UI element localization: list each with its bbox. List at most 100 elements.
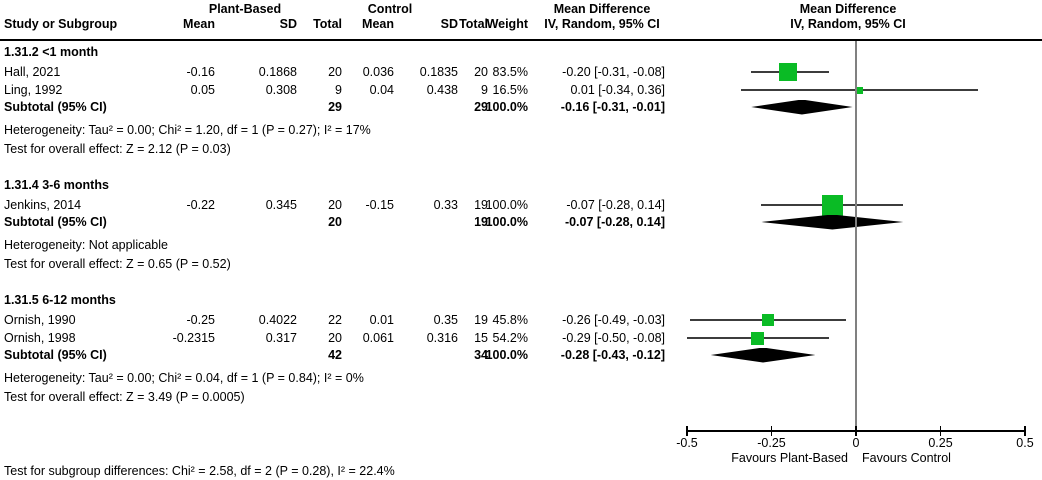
sd2-cell: 0.316 (426, 331, 458, 345)
total2-cell: 19 (474, 313, 488, 327)
total1-cell: 42 (328, 348, 342, 362)
md-header-text-col: Mean Difference (553, 2, 651, 16)
subgroup-label: 1.31.5 6-12 months (4, 293, 116, 307)
zero-line (855, 41, 857, 430)
weight-cell: 54.2% (492, 331, 528, 345)
subtotal-diamond (761, 214, 904, 230)
weight-cell: 100.0% (485, 100, 528, 114)
total2-cell: 20 (474, 65, 488, 79)
overall-effect-text: Test for overall effect: Z = 2.12 (P = 0… (4, 142, 231, 156)
subgroup-label-row: 1.31.5 6-12 months (0, 293, 684, 307)
axis-tick-label: -0.25 (757, 436, 786, 450)
mean1-cell: -0.25 (186, 313, 216, 327)
total1-cell: 20 (328, 65, 342, 79)
col-sd-1: SD (279, 17, 297, 31)
axis-tick-label: 0 (852, 436, 860, 450)
total2-cell: 29 (474, 100, 488, 114)
subtotal-diamond (751, 99, 853, 115)
total1-cell: 20 (328, 215, 342, 229)
overall-effect-text: Test for overall effect: Z = 3.49 (P = 0… (4, 390, 245, 404)
study-name: Ornish, 1990 (4, 313, 76, 327)
weight-cell: 100.0% (485, 198, 528, 212)
ci-cell: -0.07 [-0.28, 0.14] (564, 215, 665, 229)
axis-tick (939, 425, 942, 436)
sd2-cell: 0.35 (433, 313, 458, 327)
sd1-cell: 0.345 (265, 198, 297, 212)
effect-marker (779, 63, 798, 81)
total1-cell: 22 (328, 313, 342, 327)
mean2-cell: -0.15 (365, 198, 395, 212)
sd2-cell: 0.33 (433, 198, 458, 212)
subgroup-label-row: 1.31.4 3-6 months (0, 178, 684, 192)
md-header-plot-col: Mean Difference (799, 2, 897, 16)
sd2-cell: 0.1835 (419, 65, 458, 79)
col-weight: Weight (486, 17, 528, 31)
overall-effect-row: Test for overall effect: Z = 2.12 (P = 0… (0, 142, 684, 156)
ci-cell: -0.16 [-0.31, -0.01] (560, 100, 665, 114)
overall-effect-row: Test for overall effect: Z = 3.49 (P = 0… (0, 390, 684, 404)
group1-header: Plant-Based (208, 2, 282, 16)
weight-cell: 16.5% (492, 83, 528, 97)
study-name: Subtotal (95% CI) (4, 100, 107, 114)
weight-cell: 83.5% (492, 65, 528, 79)
col-mean-1: Mean (183, 17, 215, 31)
effect-marker (762, 314, 775, 326)
mean2-cell: 0.01 (369, 313, 394, 327)
axis-tick (770, 425, 773, 436)
mean1-cell: -0.2315 (172, 331, 215, 345)
total1-cell: 29 (328, 100, 342, 114)
axis-tick (1024, 425, 1026, 436)
total2-cell: 34 (474, 348, 488, 362)
col-sd-2: SD (440, 17, 458, 31)
heterogeneity-text: Heterogeneity: Tau² = 0.00; Chi² = 0.04,… (4, 371, 364, 385)
col-total-1: Total (313, 17, 342, 31)
subgroup-difference-test: Test for subgroup differences: Chi² = 2.… (4, 464, 395, 478)
subtotal-diamond (710, 347, 816, 363)
col-ci-plot: IV, Random, 95% CI (790, 17, 906, 31)
study-name: Ling, 1992 (4, 83, 63, 97)
heterogeneity-row: Heterogeneity: Not applicable (0, 238, 684, 252)
subgroup-label: 1.31.4 3-6 months (4, 178, 109, 192)
ci-cell: -0.28 [-0.43, -0.12] (560, 348, 665, 362)
subtotal-row: Subtotal (95% CI) 42 34 100.0% -0.28 [-0.43,… (0, 348, 684, 362)
study-name: Hall, 2021 (4, 65, 61, 79)
favours-right-label: Favours Control (862, 451, 951, 465)
mean2-cell: 0.036 (362, 65, 394, 79)
study-row: Hall, 2021 -0.16 0.1868 20 0.036 0.1835 20 83.5… (0, 65, 684, 79)
col-study: Study or Subgroup (4, 17, 118, 31)
axis-tick-label: -0.5 (676, 436, 698, 450)
axis-tick-label: 0.25 (928, 436, 953, 450)
weight-cell: 45.8% (492, 313, 528, 327)
sd1-cell: 0.4022 (258, 313, 297, 327)
sd1-cell: 0.308 (265, 83, 297, 97)
subtotal-row: Subtotal (95% CI) 29 29 100.0% -0.16 [-0.31,… (0, 100, 684, 114)
subgroup-label-row: 1.31.2 <1 month (0, 45, 684, 59)
study-row: Jenkins, 2014 -0.22 0.345 20 -0.15 0.33 19 100.… (0, 198, 684, 212)
effect-marker (855, 86, 863, 94)
mean1-cell: -0.16 (186, 65, 216, 79)
total2-cell: 9 (481, 83, 488, 97)
study-name: Subtotal (95% CI) (4, 348, 107, 362)
study-row: Ornish, 1998 -0.2315 0.317 20 0.061 0.316 15 54… (0, 331, 684, 345)
sd1-cell: 0.317 (265, 331, 297, 345)
heterogeneity-text: Heterogeneity: Tau² = 0.00; Chi² = 1.20,… (4, 123, 371, 137)
sd2-cell: 0.438 (426, 83, 458, 97)
col-total-2: Total (459, 17, 488, 31)
axis-tick (855, 425, 857, 436)
favours-left-label: Favours Plant-Based (731, 451, 848, 465)
heterogeneity-text: Heterogeneity: Not applicable (4, 238, 168, 252)
ci-cell: -0.29 [-0.50, -0.08] (562, 331, 665, 345)
mean2-cell: 0.04 (369, 83, 394, 97)
col-mean-2: Mean (362, 17, 394, 31)
total1-cell: 20 (328, 331, 342, 345)
study-name: Subtotal (95% CI) (4, 215, 107, 229)
study-row: Ling, 1992 0.05 0.308 9 0.04 0.438 9 16.5% 0.01 … (0, 83, 684, 97)
study-row: Ornish, 1990 -0.25 0.4022 22 0.01 0.35 19 45.8%… (0, 313, 684, 327)
sd1-cell: 0.1868 (258, 65, 297, 79)
total1-cell: 9 (335, 83, 342, 97)
subgroup-label: 1.31.2 <1 month (4, 45, 99, 59)
ci-cell: -0.26 [-0.49, -0.03] (562, 313, 665, 327)
effect-marker (821, 194, 843, 216)
axis-tick (686, 425, 688, 436)
